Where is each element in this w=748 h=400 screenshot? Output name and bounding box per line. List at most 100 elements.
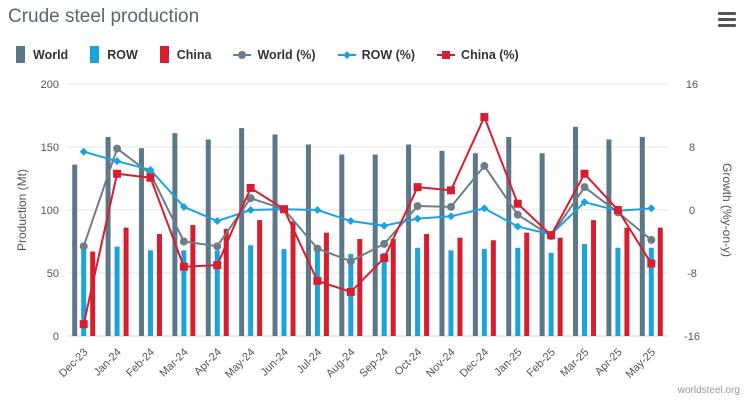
- bar-world: [239, 128, 245, 336]
- left-axis-tick-label: 100: [41, 205, 59, 217]
- legend-label-world: World: [33, 47, 69, 62]
- bar-china: [524, 232, 530, 336]
- x-axis-tick-label: Aug-24: [324, 346, 358, 380]
- right-axis-tick-label: 8: [689, 142, 695, 154]
- bar-china: [490, 240, 496, 336]
- x-axis-tick-label: Dec-24: [458, 346, 492, 380]
- point-row-pct: [480, 204, 489, 213]
- x-axis-tick-label: Jun-24: [259, 346, 291, 378]
- legend-item-row-pct[interactable]: ROW (%): [337, 48, 415, 62]
- bar-world: [439, 150, 445, 336]
- bar-world: [172, 133, 178, 336]
- bar-row: [548, 252, 554, 336]
- point-china-pct: [413, 183, 422, 192]
- bar-world: [372, 154, 378, 336]
- china-swatch-icon: [159, 46, 169, 63]
- bar-world: [305, 144, 311, 336]
- bar-world: [272, 134, 278, 336]
- x-axis-tick-label: May-24: [223, 346, 257, 380]
- point-row-pct: [113, 157, 122, 166]
- point-row-pct: [513, 222, 522, 231]
- legend-label-china-pct: China (%): [461, 47, 519, 62]
- x-axis-tick-label: Apr-24: [192, 346, 224, 378]
- point-china-pct: [179, 262, 188, 271]
- bar-china: [257, 220, 263, 336]
- point-china-pct: [547, 231, 556, 240]
- bar-world: [506, 136, 512, 336]
- point-row-pct: [79, 147, 88, 156]
- x-axis-tick-label: Jan-25: [492, 346, 524, 378]
- china-pct-line-icon: [437, 50, 456, 59]
- bar-china: [190, 225, 196, 336]
- point-row-pct: [580, 198, 589, 207]
- world-swatch-icon: [16, 46, 25, 63]
- hamburger-menu-icon[interactable]: [718, 12, 736, 28]
- point-row-pct: [413, 214, 422, 223]
- bar-row: [648, 247, 654, 336]
- point-world-pct: [647, 235, 656, 244]
- right-axis-tick-label: 16: [686, 79, 698, 91]
- legend-item-world[interactable]: World: [16, 46, 68, 63]
- x-axis-tick-label: Nov-24: [424, 346, 458, 380]
- point-world-pct: [446, 202, 455, 211]
- bar-china: [457, 237, 463, 336]
- point-world-pct: [79, 242, 88, 251]
- point-world-pct: [179, 237, 188, 246]
- point-world-pct: [246, 194, 255, 203]
- bar-china: [90, 251, 96, 336]
- x-axis-tick-label: Jul-24: [295, 346, 325, 376]
- right-axis-title: Growth (%y-on-y): [720, 163, 734, 257]
- point-china-pct: [580, 169, 589, 178]
- bar-row: [415, 247, 421, 336]
- bar-row: [481, 249, 487, 336]
- bar-row: [448, 250, 454, 336]
- point-china-pct: [613, 206, 622, 214]
- x-axis-tick-label: Apr-25: [593, 346, 625, 378]
- bar-row: [81, 249, 87, 336]
- legend-label-china: China: [176, 47, 212, 62]
- point-world-pct: [413, 202, 422, 211]
- bar-world: [639, 136, 645, 336]
- point-china-pct: [313, 276, 322, 285]
- point-china-pct: [213, 261, 222, 270]
- bar-world: [138, 148, 144, 336]
- x-axis-tick-label: Jan-24: [92, 346, 124, 378]
- line-series-1: [83, 150, 652, 236]
- x-axis-tick-label: Feb-24: [124, 346, 157, 379]
- bar-row: [248, 245, 254, 336]
- x-axis-tick-label: Oct-24: [393, 346, 425, 378]
- point-china-pct: [480, 113, 489, 122]
- point-china-pct: [513, 199, 522, 208]
- point-china-pct: [113, 169, 122, 178]
- legend-label-world-pct: World (%): [257, 47, 316, 62]
- bar-china: [657, 227, 663, 336]
- point-row-pct: [647, 204, 656, 213]
- left-axis-title: Production (Mt): [15, 169, 29, 251]
- x-axis-tick-label: Mar-25: [558, 346, 591, 379]
- legend-item-china-pct[interactable]: China (%): [437, 48, 519, 62]
- legend-item-world-pct[interactable]: World (%): [233, 47, 316, 62]
- point-row-pct: [246, 206, 255, 214]
- bar-china: [223, 228, 229, 336]
- legend-item-row[interactable]: ROW: [90, 46, 138, 63]
- point-world-pct: [346, 257, 355, 266]
- legend-label-row: ROW: [107, 47, 138, 62]
- x-axis-tick-label: Dec-23: [57, 346, 91, 380]
- left-axis-tick-label: 200: [41, 79, 59, 91]
- credit-text[interactable]: worldsteel.org: [677, 385, 740, 396]
- bar-china: [591, 220, 597, 336]
- legend-item-china[interactable]: China: [159, 46, 212, 63]
- x-axis-tick-label: Feb-25: [525, 346, 558, 379]
- point-china-pct: [446, 186, 455, 195]
- x-axis-tick-label: May-25: [624, 346, 658, 380]
- bar-china: [156, 233, 162, 336]
- point-china-pct: [280, 205, 289, 214]
- point-row-pct: [313, 206, 322, 214]
- bar-row: [147, 250, 153, 336]
- bar-china: [123, 227, 129, 336]
- point-china-pct: [346, 287, 355, 296]
- point-china-pct: [647, 259, 656, 268]
- bar-world: [205, 139, 211, 336]
- right-axis-tick-label: -16: [684, 331, 700, 343]
- bar-world: [606, 139, 612, 336]
